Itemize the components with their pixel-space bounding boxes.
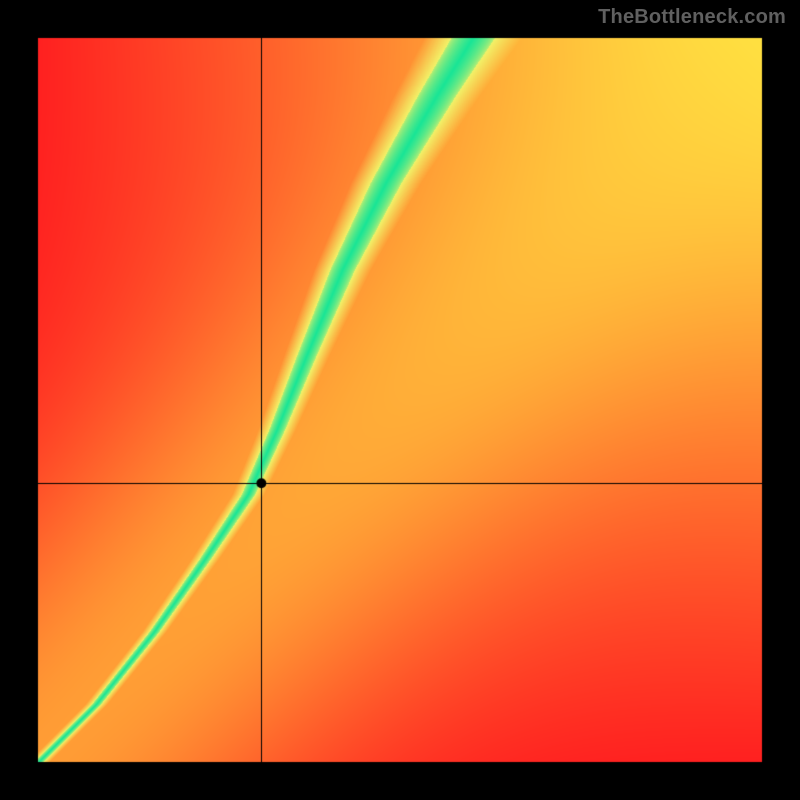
watermark-text: TheBottleneck.com	[598, 6, 786, 29]
bottleneck-heatmap	[0, 0, 800, 800]
chart-container: TheBottleneck.com	[0, 0, 800, 800]
